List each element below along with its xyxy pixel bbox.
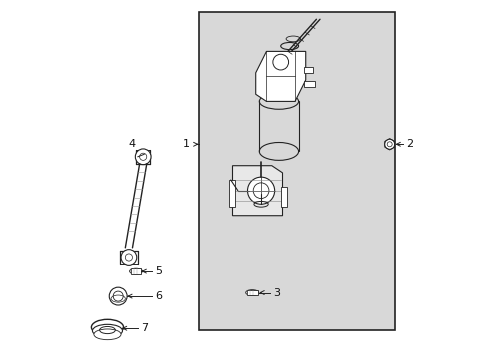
Text: 4: 4 [129,139,136,149]
Text: 7: 7 [141,323,148,333]
Bar [281,187,287,207]
FancyBboxPatch shape [198,12,395,330]
Bar [229,180,235,207]
Circle shape [247,177,275,204]
Polygon shape [256,51,306,102]
Ellipse shape [130,268,143,274]
Bar [247,290,258,296]
Polygon shape [232,166,283,216]
Text: 5: 5 [155,266,162,276]
Bar [304,81,315,87]
Circle shape [109,287,127,305]
Text: 1: 1 [183,139,190,149]
Circle shape [385,139,394,149]
Circle shape [121,249,137,265]
Bar [304,67,313,73]
Text: 3: 3 [273,288,281,297]
Circle shape [135,149,151,165]
Text: 2: 2 [407,139,414,149]
Ellipse shape [93,324,122,337]
Bar [131,268,142,274]
Ellipse shape [245,290,259,296]
Text: 6: 6 [155,291,162,301]
Ellipse shape [92,319,123,335]
Ellipse shape [94,329,121,340]
